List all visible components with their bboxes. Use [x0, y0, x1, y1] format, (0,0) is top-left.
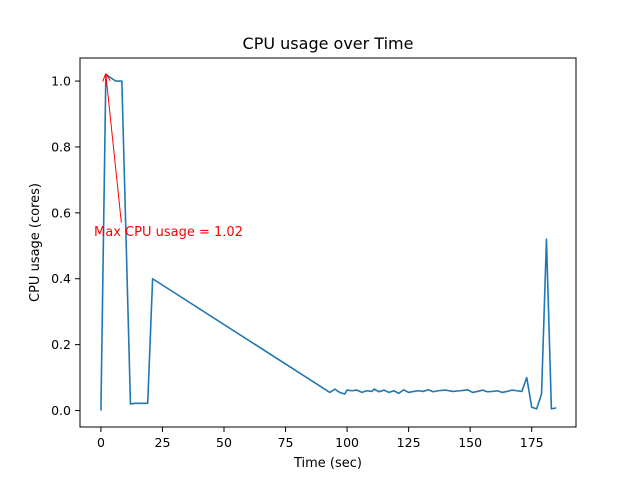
annotation-text: Max CPU usage = 1.02 [94, 225, 243, 240]
y-axis-ticks: 0.0 0.2 0.4 0.6 0.8 1.0 [51, 74, 80, 418]
y-tick-label: 0.8 [51, 139, 71, 154]
plot-area [79, 57, 577, 428]
y-axis-label: CPU usage (cores) [28, 183, 43, 302]
x-tick-label: 25 [155, 435, 171, 450]
y-tick-label: 0.0 [51, 403, 71, 418]
x-axis-ticks: 0 25 50 75 100 125 150 175 [97, 427, 544, 450]
x-tick-label: 75 [278, 435, 294, 450]
y-tick-label: 1.0 [51, 74, 71, 89]
x-tick-label: 0 [97, 435, 105, 450]
y-tick-label: 0.4 [51, 271, 71, 286]
y-tick-label: 0.6 [51, 205, 71, 220]
x-tick-label: 125 [397, 435, 421, 450]
y-tick-label: 0.2 [51, 337, 71, 352]
x-axis-label: Time (sec) [293, 456, 362, 471]
x-tick-label: 175 [520, 435, 544, 450]
chart-title: CPU usage over Time [243, 34, 414, 53]
series-layer [100, 73, 557, 411]
annotation: Max CPU usage = 1.02 [94, 74, 243, 240]
cpu-usage-line [100, 73, 557, 411]
plot-frame [79, 57, 577, 428]
x-tick-label: 100 [335, 435, 359, 450]
annotation-arrow [106, 74, 122, 223]
x-tick-label: 50 [216, 435, 232, 450]
x-tick-label: 150 [458, 435, 482, 450]
